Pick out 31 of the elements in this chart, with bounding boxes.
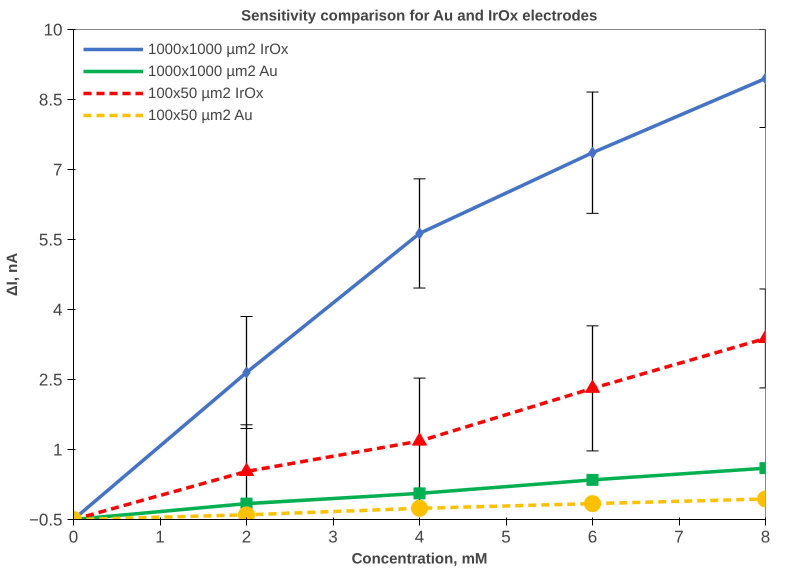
x-tick-label: 5 [501, 528, 511, 546]
point [586, 474, 598, 486]
x-tick-label: 2 [242, 528, 252, 546]
point [415, 227, 424, 240]
y-axis-title: ΔI, nA [4, 252, 21, 296]
y-tick-label: 4 [53, 300, 63, 320]
x-tick-label: 0 [68, 528, 78, 546]
x-tick-label: 4 [414, 528, 424, 546]
y-tick-label: 1 [53, 440, 63, 460]
y-tick-label: 10 [44, 20, 63, 40]
point [411, 500, 428, 517]
legend-label: 1000x1000 µm2 IrOx [148, 40, 288, 58]
point [584, 495, 601, 512]
x-tick-label: 8 [760, 528, 770, 546]
y-tick-label: 2.5 [38, 370, 63, 390]
x-axis-title: Concentration, mM [352, 550, 488, 568]
y-tick-label: 7 [53, 160, 63, 180]
point [414, 487, 426, 500]
x-tick-label: 7 [674, 528, 684, 546]
legend-label: 100x50 µm2 Au [148, 106, 253, 124]
point [588, 146, 597, 159]
legend-label: 1000x1000 µm2 Au [148, 62, 278, 80]
y-tick-label: −0.5 [28, 510, 62, 530]
y-tick-label: 8.5 [38, 90, 63, 110]
legend-label: 100x50 µm2 IrOx [148, 84, 264, 102]
chart-title: Sensitivity comparison for Au and IrOx electrodes [241, 8, 598, 24]
point [242, 366, 251, 378]
x-tick-label: 6 [588, 528, 598, 546]
y-tick-label: 5.5 [38, 230, 63, 250]
x-tick-label: 1 [155, 528, 165, 546]
x-tick-label: 3 [328, 528, 338, 546]
